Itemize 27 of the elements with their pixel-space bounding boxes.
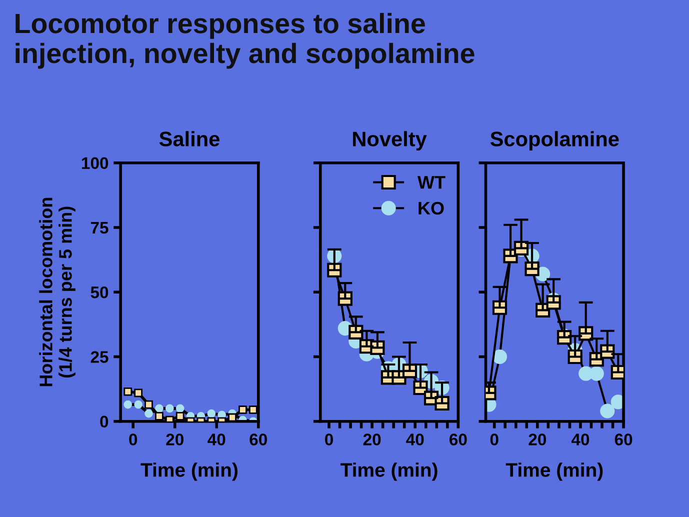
x-tick-label: 20	[363, 434, 381, 446]
x-tick-label: 40	[571, 434, 590, 446]
x-tick-label: 20	[528, 434, 546, 446]
chart-subtitle: Scopolamine	[490, 131, 619, 151]
x-axis-title: Time (min)	[506, 462, 603, 481]
x-tick-label: 40	[406, 434, 424, 446]
x-tick-label: 20	[166, 434, 184, 446]
y-tick-label: 75	[90, 222, 108, 234]
y-tick-label: 25	[90, 351, 108, 363]
y-tick-label: 0	[100, 416, 108, 428]
chart-subtitle: Novelty	[353, 131, 427, 151]
x-tick-label: 0	[490, 434, 498, 446]
y-tick-label: 100	[82, 157, 108, 170]
x-tick-label: 60	[614, 434, 632, 446]
x-tick-label: 60	[450, 434, 467, 446]
x-tick-label: 60	[250, 434, 267, 446]
x-tick-label: 0	[129, 434, 138, 446]
x-tick-label: 0	[325, 434, 333, 446]
x-tick-label: 40	[208, 434, 226, 446]
legend-label: KO	[418, 202, 444, 215]
y-tick-label: 50	[90, 286, 108, 298]
x-axis-title: Time (min)	[140, 462, 238, 481]
legend-label: WT	[417, 176, 446, 189]
y-axis-title: Horizontal locomotion (1/4 turns per 5 min)	[39, 198, 76, 386]
x-axis-title: Time (min)	[340, 462, 438, 481]
chart-subtitle: Saline	[159, 131, 220, 146]
chart-title: Locomotor responses to saline injection, novelty and scopolamine	[16, 12, 474, 69]
